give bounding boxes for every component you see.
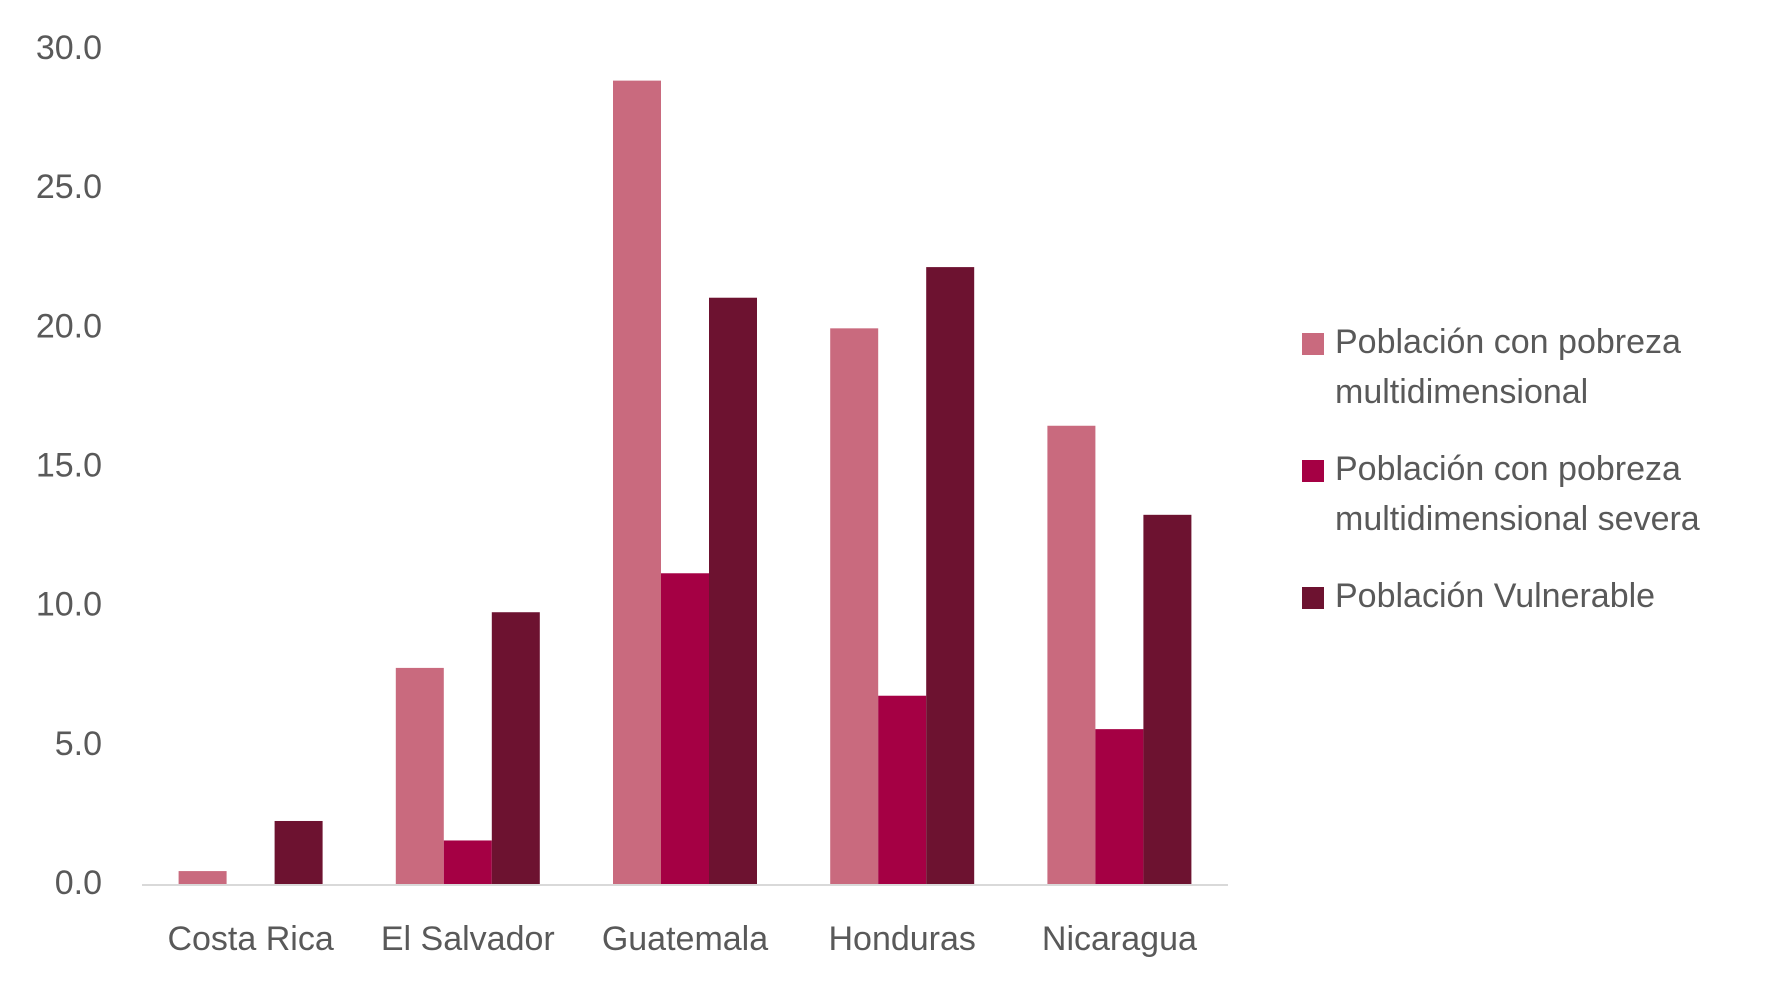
bars-group [178,80,1192,886]
y-axis-tick-labels: 0.0 5.0 10.0 15.0 20.0 25.0 30.0 [36,29,102,902]
legend-swatch [1302,333,1324,355]
y-tick-label: 25.0 [36,168,102,206]
bar-guatemala-series-2 [661,573,709,885]
y-tick-label: 20.0 [36,307,102,345]
bar-el-salvador-series-1 [395,667,444,885]
legend-label-line: Población con pobreza [1335,323,1681,361]
x-tick-label: Honduras [828,920,975,958]
legend-label-line: multidimensional [1335,373,1588,411]
bar-el-salvador-series-2 [443,840,492,885]
y-tick-label: 30.0 [36,29,102,67]
bar-honduras-series-2 [878,695,927,885]
legend-item-3: Población Vulnerable [1302,577,1655,615]
bar-nicaragua-series-1 [1047,425,1096,885]
bar-el-salvador-series-3 [491,612,540,885]
bar-honduras-series-3 [926,267,975,886]
y-tick-label: 5.0 [55,725,102,763]
y-tick-label: 10.0 [36,586,102,624]
bar-nicaragua-series-2 [1095,729,1144,885]
legend-label-line: Población con pobreza [1335,450,1681,488]
legend-label: Población Vulnerable [1335,577,1655,615]
legend-label-line: Población Vulnerable [1335,577,1655,615]
x-axis-tick-labels: Costa Rica El Salvador Guatemala Honduras Ni… [167,920,1197,958]
legend-label-line: multidimensional severa [1335,500,1700,538]
bar-nicaragua-series-3 [1143,514,1192,885]
bar-costa-rica-series-3 [274,820,323,885]
x-tick-label: El Salvador [381,920,555,958]
x-tick-label: Guatemala [602,920,768,958]
bar-honduras-series-1 [830,328,879,885]
bar-costa-rica-series-1 [178,871,227,885]
legend: Población con pobreza multidimensionalPob… [1302,323,1700,615]
x-tick-label: Costa Rica [167,920,333,958]
x-tick-label: Nicaragua [1042,920,1197,958]
legend-swatch [1302,460,1324,482]
legend-item-1: Población con pobreza multidimensional [1302,323,1681,411]
y-tick-label: 0.0 [55,864,102,902]
bar-guatemala-series-1 [613,80,661,885]
legend-label: Población con pobreza multidimensional [1335,323,1681,411]
legend-swatch [1302,587,1324,609]
legend-item-2: Población con pobreza multidimensional se… [1302,450,1700,538]
bar-guatemala-series-3 [709,297,757,885]
legend-label: Población con pobreza multidimensional se… [1335,450,1700,538]
y-tick-label: 15.0 [36,446,102,484]
